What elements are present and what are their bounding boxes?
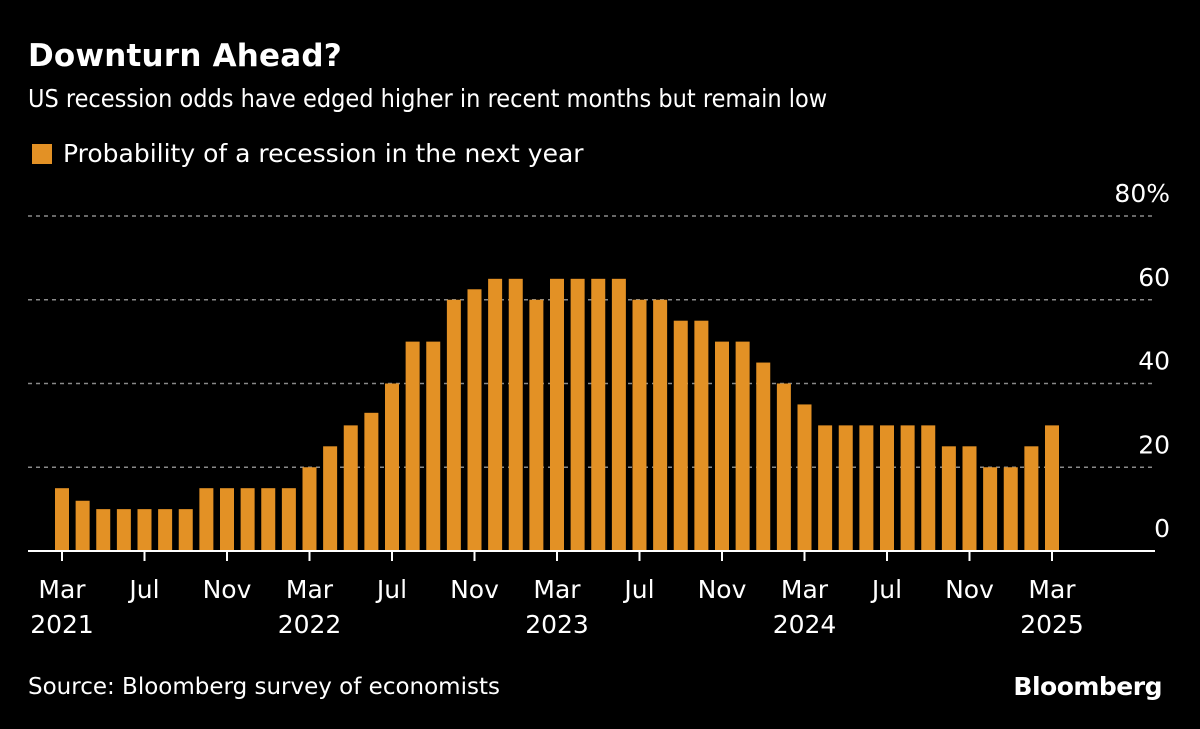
x-axis-labels: Mar 2021 Jul Nov Mar 2022 Jul Nov Mar 2023 Jul Nov M…: [30, 575, 1084, 639]
bar: [1045, 425, 1059, 551]
bar: [488, 278, 503, 551]
y-tick-label: 80%: [1114, 179, 1170, 208]
bar: [323, 446, 338, 551]
y-tick-label: 40: [1138, 347, 1170, 376]
x-tick-month: Mar: [38, 575, 86, 604]
x-tick-year: 2025: [1020, 610, 1084, 639]
bar: [261, 488, 276, 551]
bar: [220, 488, 234, 551]
bar: [364, 412, 379, 551]
bar: [694, 320, 709, 551]
bar: [797, 404, 812, 551]
bloomberg-logo: Bloomberg: [1013, 672, 1162, 701]
x-tick-year: 2024: [773, 610, 837, 639]
bar: [570, 278, 585, 551]
y-tick-label: 60: [1138, 263, 1170, 292]
bar: [818, 425, 833, 551]
bar: [55, 488, 69, 551]
x-tick-month: Mar: [1028, 575, 1076, 604]
x-tick-month: Nov: [203, 575, 252, 604]
y-tick-label: 20: [1138, 430, 1170, 459]
bar: [178, 509, 193, 551]
bar: [983, 467, 998, 551]
x-tick-month: Mar: [533, 575, 581, 604]
bar: [859, 425, 874, 551]
x-tick-month: Mar: [781, 575, 829, 604]
bar: [921, 425, 936, 551]
bar: [199, 488, 214, 551]
bar: [426, 341, 441, 551]
bar: [158, 509, 173, 551]
bar: [756, 362, 771, 551]
bar: [673, 320, 688, 551]
bar: [900, 425, 915, 551]
bar: [508, 278, 523, 551]
x-tick-year: 2022: [278, 610, 342, 639]
x-tick-year: 2021: [30, 610, 94, 639]
bar: [591, 278, 606, 551]
bar: [776, 383, 791, 551]
y-tick-label: 0: [1154, 514, 1170, 543]
bar: [75, 500, 90, 551]
bar: [385, 383, 399, 551]
bar: [632, 299, 647, 551]
bar: [96, 509, 111, 551]
bar: [715, 341, 729, 551]
bar: [116, 509, 131, 551]
x-tick-month: Jul: [127, 575, 159, 604]
bar: [962, 446, 977, 551]
bar: [880, 425, 894, 551]
bars: [55, 278, 1059, 551]
x-tick-month: Nov: [450, 575, 499, 604]
bar: [1024, 446, 1039, 551]
bar: [611, 278, 626, 551]
bar: [240, 488, 255, 551]
bar: [302, 467, 317, 551]
bar: [838, 425, 853, 551]
bar: [1003, 467, 1018, 551]
chart-subtitle: US recession odds have edged higher in r…: [28, 84, 828, 113]
legend-swatch: [32, 143, 52, 164]
bar: [941, 446, 956, 551]
bar: [550, 278, 564, 551]
x-tick-year: 2023: [525, 610, 589, 639]
legend: Probability of a recession in the next y…: [28, 139, 584, 168]
x-axis: [28, 550, 1155, 561]
bar: [467, 289, 482, 551]
bar: [281, 488, 296, 551]
x-tick-month: Nov: [945, 575, 994, 604]
bar: [405, 341, 420, 551]
bar: [653, 299, 668, 551]
legend-label: Probability of a recession in the next y…: [63, 139, 584, 168]
y-axis-labels: 0 20 40 60 80%: [1114, 179, 1170, 543]
x-tick-month: Mar: [286, 575, 334, 604]
x-tick-month: Jul: [870, 575, 902, 604]
bar: [529, 299, 544, 551]
x-tick-month: Jul: [375, 575, 407, 604]
bar: [137, 509, 152, 551]
chart-title: Downturn Ahead?: [28, 38, 342, 74]
bar: [343, 425, 358, 551]
x-tick-month: Jul: [622, 575, 654, 604]
bar: [735, 341, 750, 551]
bar: [446, 299, 461, 551]
source-note: Source: Bloomberg survey of economists: [28, 674, 500, 700]
x-tick-month: Nov: [698, 575, 747, 604]
